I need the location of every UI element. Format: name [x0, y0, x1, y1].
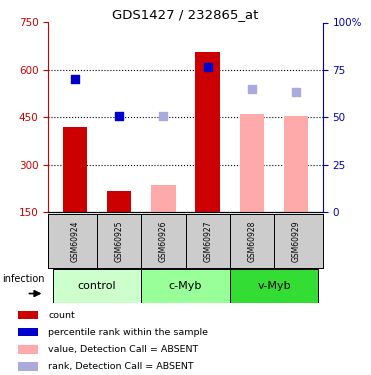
Bar — [18, 362, 38, 370]
Point — [205, 64, 211, 70]
Point — [160, 112, 166, 118]
Text: GSM60928: GSM60928 — [247, 220, 256, 262]
Bar — [107, 191, 131, 212]
Bar — [230, 269, 318, 303]
Bar — [196, 53, 220, 212]
Text: GSM60929: GSM60929 — [292, 220, 301, 262]
Text: rank, Detection Call = ABSENT: rank, Detection Call = ABSENT — [48, 362, 194, 371]
Bar — [240, 114, 264, 212]
Point — [249, 86, 255, 92]
Text: GSM60925: GSM60925 — [115, 220, 124, 262]
Text: percentile rank within the sample: percentile rank within the sample — [48, 328, 209, 337]
Point — [72, 76, 78, 82]
Point — [293, 89, 299, 95]
Text: GSM60924: GSM60924 — [70, 220, 79, 262]
Bar — [18, 328, 38, 336]
Text: GSM60926: GSM60926 — [159, 220, 168, 262]
Title: GDS1427 / 232865_at: GDS1427 / 232865_at — [112, 8, 259, 21]
Bar — [284, 116, 308, 212]
Text: v-Myb: v-Myb — [257, 281, 291, 291]
Bar — [53, 269, 141, 303]
Bar — [18, 310, 38, 320]
Text: count: count — [48, 311, 75, 320]
Text: value, Detection Call = ABSENT: value, Detection Call = ABSENT — [48, 345, 198, 354]
Point — [116, 112, 122, 118]
Text: c-Myb: c-Myb — [169, 281, 202, 291]
Text: GSM60927: GSM60927 — [203, 220, 212, 262]
Text: infection: infection — [3, 274, 45, 284]
Text: control: control — [78, 281, 116, 291]
Bar — [141, 269, 230, 303]
Bar — [63, 127, 87, 212]
Bar — [151, 185, 175, 212]
Bar — [18, 345, 38, 354]
